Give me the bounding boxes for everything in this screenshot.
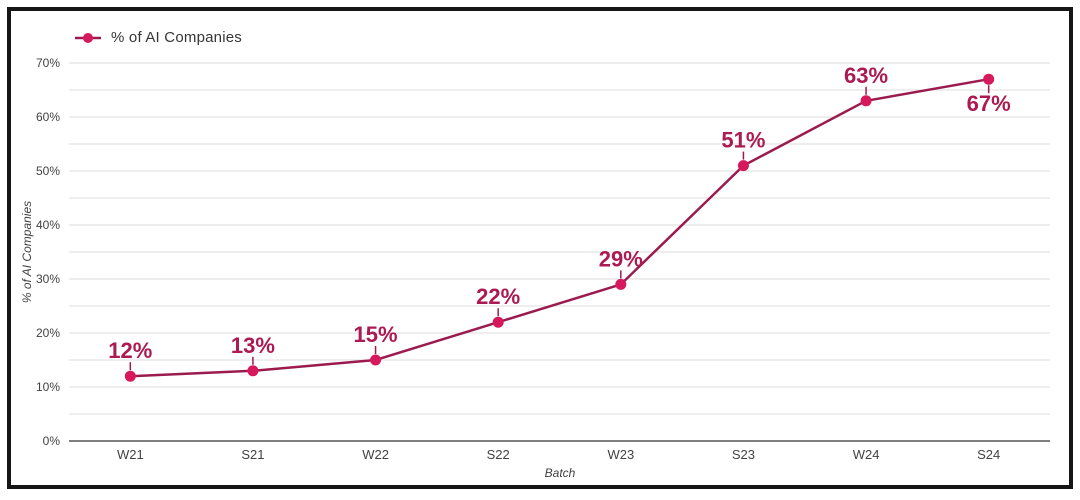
- x-tick-label: W23: [607, 447, 634, 462]
- x-tick-label: W24: [853, 447, 880, 462]
- data-point: [124, 370, 136, 382]
- series-line: [130, 77, 989, 378]
- y-tick-label: 60%: [36, 110, 60, 124]
- x-tick-label: S21: [241, 447, 264, 462]
- legend-label: % of AI Companies: [111, 29, 242, 46]
- legend-marker-icon: [75, 32, 101, 43]
- y-tick-label: 70%: [36, 56, 60, 70]
- data-label: 67%: [967, 91, 1011, 116]
- legend-marker-dot: [83, 32, 93, 43]
- x-tick-label: S23: [732, 447, 755, 462]
- data-point: [370, 354, 382, 366]
- x-axis-title: Batch: [544, 466, 576, 480]
- y-tick-label: 20%: [36, 326, 60, 340]
- y-tick-label: 50%: [36, 164, 60, 178]
- y-tick-label: 30%: [36, 272, 60, 286]
- data-point: [615, 278, 627, 290]
- x-tick-label: S24: [977, 447, 1000, 462]
- x-tick-label: S22: [487, 447, 510, 462]
- legend: % of AI Companies: [74, 29, 242, 46]
- data-label: 63%: [844, 63, 888, 88]
- data-label: 29%: [599, 246, 643, 271]
- x-tick-label: W21: [117, 447, 144, 462]
- data-label: 15%: [354, 322, 398, 347]
- y-tick-label: 10%: [36, 380, 60, 394]
- y-tick-label: 0%: [43, 434, 61, 448]
- data-point: [983, 73, 995, 85]
- data-label: 22%: [476, 284, 520, 309]
- x-tick-label: W22: [362, 447, 389, 462]
- data-label: 12%: [108, 338, 152, 363]
- data-point: [492, 316, 504, 328]
- y-axis-title: % of AI Companies: [20, 200, 34, 304]
- data-label: 51%: [721, 128, 765, 153]
- data-label: 13%: [231, 333, 275, 358]
- data-point: [737, 160, 749, 172]
- data-point: [860, 95, 872, 107]
- y-tick-label: 40%: [36, 218, 60, 232]
- data-point: [247, 365, 259, 377]
